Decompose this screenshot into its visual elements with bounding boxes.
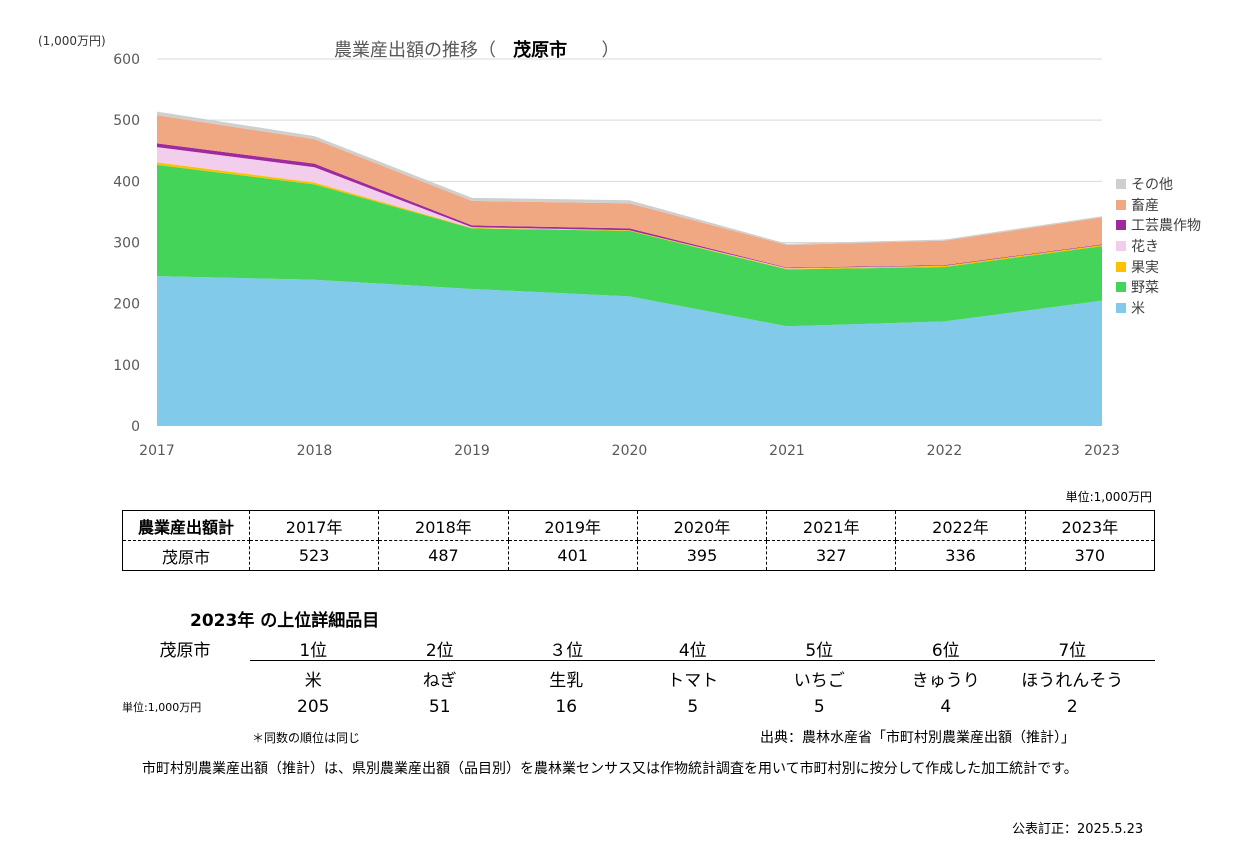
x-tick-label: 2017 [139,443,175,459]
published-date: 公表訂正：2025.5.23 [1012,822,1144,837]
totals-value: 336 [895,540,1026,571]
rank-item: トマト [667,671,719,691]
rank-label: 5位 [805,641,834,661]
totals-table: 農業産出額計 2017年 2018年 2019年 2020年 2021年 202… [122,510,1155,571]
y-tick-label: 0 [131,419,140,435]
legend-item: 野菜 [1116,277,1201,298]
legend-label: 野菜 [1131,280,1159,297]
legend-label: その他 [1131,177,1173,194]
chart-title-text: 農業産出額の推移（ [334,40,496,61]
legend-label: 工芸農作物 [1131,218,1201,235]
totals-year: 2023年 [1024,510,1155,541]
rank-label: ３位 [549,641,584,661]
area-chart: 0 100 200 300 400 500 600 2017 2018 2019 2020 2021… [113,52,1120,459]
totals-year: 2017年 [248,510,379,541]
legend-item: 花き [1116,236,1201,257]
x-tick-label: 2018 [297,443,333,459]
legend-item: 果実 [1116,256,1201,277]
totals-header-label: 農業産出額計 [122,510,250,541]
top-items-city: 茂原市 [159,641,211,661]
y-tick-label: 100 [113,358,140,374]
rank-value: 2 [1066,697,1078,717]
y-tick-label: 300 [113,236,140,252]
rank-note: ＊同数の順位は同じ [252,731,361,745]
rank-label: 1位 [299,641,328,661]
area-series [157,111,1102,426]
source-text: 出典：農林水産省「市町村別農業産出額（推計）」 [760,730,1075,746]
y-tick-label: 400 [113,174,140,190]
area-series-工芸農作物 [157,143,1102,269]
totals-year: 2019年 [507,510,638,541]
x-tick-label: 2021 [769,443,805,459]
legend-item: 畜産 [1116,195,1201,216]
x-tick-label: 2020 [612,443,648,459]
y-tick-label: 200 [113,297,140,313]
totals-value: 395 [636,540,767,571]
rank-label: 6位 [931,641,960,661]
area-series-花き [157,147,1102,269]
totals-header-row: 農業産出額計 2017年 2018年 2019年 2020年 2021年 202… [122,510,1155,541]
rank-item: 米 [304,671,322,691]
legend-label: 果実 [1131,259,1159,276]
totals-year: 2018年 [378,510,509,541]
area-series-野菜 [157,164,1102,327]
totals-year: 2020年 [636,510,767,541]
chart-title: 農業産出額の推移（ 茂原市 ） [334,36,620,62]
legend-swatch [1116,282,1126,293]
rank-value: 16 [555,697,578,717]
area-series-畜産 [157,115,1102,268]
legend-label: 花き [1131,239,1159,256]
totals-year: 2021年 [766,510,896,541]
legend-item: 工芸農作物 [1116,215,1201,236]
legend-label: 米 [1131,300,1145,317]
description-text: 市町村別農業産出額（推計）は、県別農業産出額（品目別）を農林業センサス又は作物統… [142,761,1078,777]
x-tick-label: 2022 [927,443,963,459]
y-tick-labels: 0 100 200 300 400 500 600 [113,52,140,435]
rank-value: 5 [687,697,699,717]
totals-value-row: 茂原市 523 487 401 395 327 336 370 [123,540,1155,571]
chart-title-city: 茂原市 [513,40,568,61]
chart-unit-label: (1,000万円) [38,34,106,48]
totals-year: 2022年 [895,510,1026,541]
rank-label: 7位 [1058,641,1087,661]
rank-label: 2位 [425,641,454,661]
totals-value: 487 [378,540,509,571]
rank-item: きゅうり [911,671,980,691]
totals-value: 327 [766,540,896,571]
rank-label: 4位 [678,641,707,661]
x-tick-label: 2019 [454,443,490,459]
legend-swatch [1116,241,1126,252]
rank-value: 4 [940,697,952,717]
rank-item: いちご [793,671,845,691]
legend-swatch [1116,261,1126,272]
top-items-unit-label: 単位:1,000万円 [122,701,202,714]
chart-legend: その他畜産工芸農作物花き果実野菜米 [1116,174,1201,318]
totals-unit-label: 単位:1,000万円 [1065,490,1152,504]
legend-item: その他 [1116,174,1201,195]
rank-divider [250,660,1155,661]
legend-swatch [1116,302,1126,313]
legend-swatch [1116,179,1126,190]
rank-value: 5 [813,697,825,717]
x-tick-labels: 2017 2018 2019 2020 2021 2022 2023 [139,443,1120,459]
rank-item: ねぎ [422,671,457,691]
top-items-title: 2023年 の上位詳細品目 [190,611,380,631]
legend-label: 畜産 [1131,197,1159,214]
y-tick-label: 500 [113,113,140,129]
totals-row-label: 茂原市 [161,547,210,567]
chart-title-close: ） [601,40,620,61]
rank-item: 生乳 [549,671,584,691]
rank-item: ほうれんそう [1021,671,1124,691]
area-series-米 [157,276,1102,426]
rank-value: 51 [428,697,451,717]
legend-swatch [1116,199,1126,210]
totals-value: 370 [1024,540,1155,571]
y-tick-label: 600 [113,52,140,68]
totals-value: 401 [507,540,638,571]
legend-swatch [1116,220,1126,231]
x-tick-label: 2023 [1084,443,1120,459]
rank-value: 205 [297,697,330,717]
legend-item: 米 [1116,298,1201,319]
totals-value: 523 [248,540,379,571]
